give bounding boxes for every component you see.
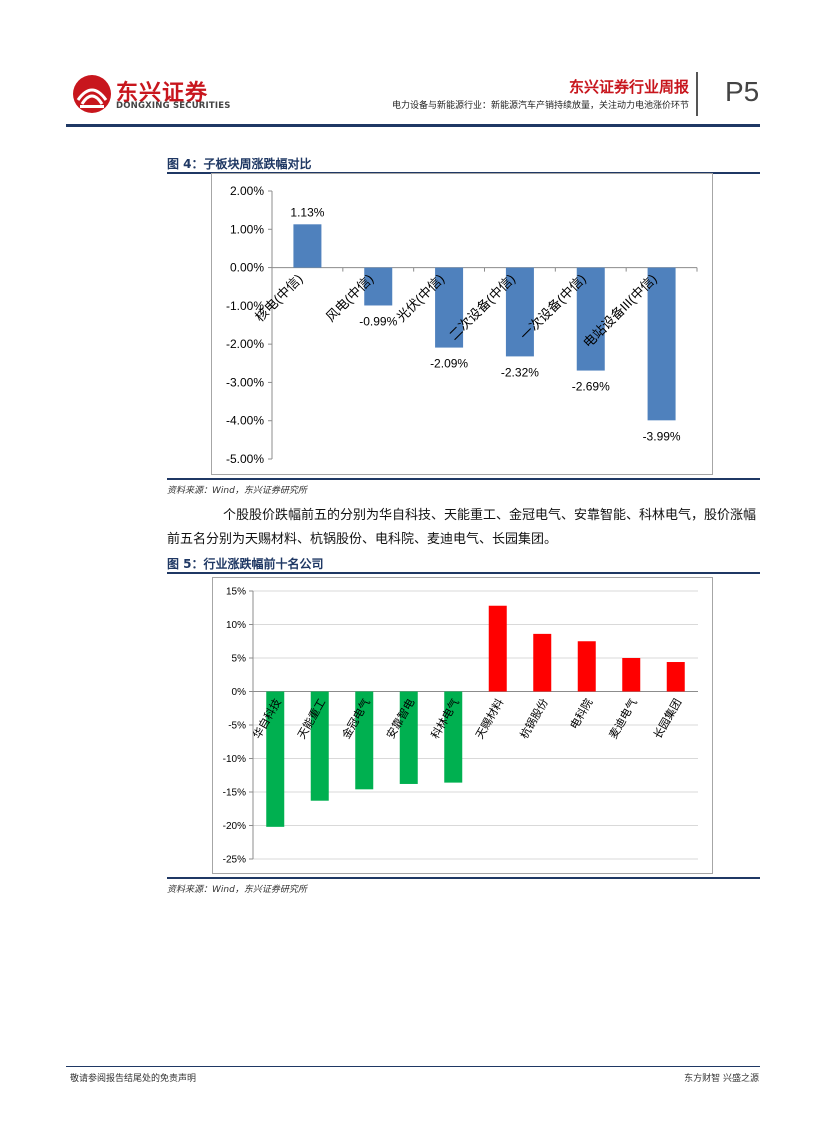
- data-label: -0.99%: [359, 314, 397, 328]
- bar: [505, 267, 534, 357]
- report-title: 东兴证券行业周报: [568, 78, 689, 96]
- y-tick-label: 2.00%: [230, 184, 264, 198]
- logo-text-en: DONGXING SECURITIES: [116, 101, 231, 111]
- bar: [364, 267, 393, 306]
- y-tick-label: 0%: [232, 687, 247, 698]
- data-label: -3.99%: [643, 429, 681, 443]
- logo-text-cn: 东兴证券: [116, 81, 209, 106]
- header-divider: [696, 72, 698, 116]
- figure-5-caption-rule: [167, 572, 760, 574]
- x-tick-label: 天赐材料: [472, 696, 506, 741]
- y-tick-label: 5%: [232, 654, 247, 665]
- figure-5-caption: 图 5：行业涨跌幅前十名公司: [167, 557, 324, 571]
- header-rule: [66, 124, 760, 127]
- y-tick-label: 10%: [226, 620, 246, 631]
- y-tick-label: -3.00%: [226, 375, 264, 389]
- bar: [399, 691, 418, 784]
- x-tick-label: 核电(中信): [252, 271, 306, 325]
- bar: [666, 662, 685, 692]
- footer-rule: [66, 1066, 760, 1067]
- x-tick-label: 电科院: [567, 696, 596, 732]
- y-tick-label: -1.00%: [226, 299, 264, 313]
- bar: [622, 658, 641, 692]
- company-logo-icon: [73, 75, 111, 113]
- y-tick-label: -2.00%: [226, 337, 264, 351]
- y-tick-label: 15%: [226, 587, 246, 598]
- figure-4-chart-frame: 2.00% 1.00% 0.00% -1.00% -2.00% -3.00% -4.00% -…: [211, 173, 713, 475]
- figure-5-chart-frame: 15% 10% 5% 0% -5% -10% -15% -20% -25% 华自科技 天能重工 金冠电…: [212, 577, 713, 874]
- data-label: -2.69%: [572, 380, 610, 394]
- report-subtitle: 电力设备与新能源行业：新能源汽车产销持续放量，关注动力电池涨价环节: [391, 101, 689, 111]
- x-tick-label: 杭锅股份: [517, 696, 551, 741]
- figure-4-chart: 2.00% 1.00% 0.00% -1.00% -2.00% -3.00% -4.00% -…: [226, 184, 698, 466]
- bar: [435, 267, 464, 348]
- figure-4-caption-rule: [167, 172, 760, 174]
- data-label: 1.13%: [290, 205, 324, 219]
- x-tick-label: 长园集团: [650, 696, 684, 741]
- y-tick-label: 1.00%: [230, 222, 264, 236]
- bar: [647, 267, 676, 421]
- footer-slogan: 东方财智 兴盛之源: [684, 1074, 759, 1084]
- y-tick-label: 0.00%: [230, 261, 264, 275]
- data-label: -2.32%: [501, 365, 539, 379]
- data-label: -2.09%: [430, 357, 468, 371]
- bar: [355, 691, 374, 790]
- bar: [488, 605, 507, 692]
- bar: [576, 267, 605, 371]
- y-tick-label: -15%: [223, 788, 246, 799]
- figure-4-bottom-rule: [167, 478, 760, 480]
- y-tick-label: -5%: [228, 721, 246, 732]
- y-tick-label: -20%: [223, 821, 246, 832]
- x-tick-label: 麦迪电气: [606, 696, 640, 741]
- body-paragraph: 个股股价跌幅前五的分别为华自科技、天能重工、金冠电气、安靠智能、科林电气，股价涨…: [167, 508, 757, 547]
- bar: [533, 633, 552, 692]
- y-tick-label: -4.00%: [226, 414, 264, 428]
- page-number: P5: [725, 76, 760, 107]
- bar: [577, 641, 596, 692]
- y-tick-label: -5.00%: [226, 452, 264, 466]
- figure-4-caption: 图 4：子板块周涨跌幅对比: [167, 157, 312, 171]
- footer-disclaimer: 敬请参阅报告结尾处的免责声明: [70, 1074, 197, 1084]
- y-tick-label: -10%: [223, 754, 246, 765]
- bar: [310, 691, 329, 801]
- figure-4-source: 资料来源：Wind，东兴证券研究所: [167, 486, 307, 496]
- figure-5-chart: 15%10%5%0%-5%-10%-15%-20%-25%华自科技 天能重工 金冠电…: [223, 587, 698, 866]
- y-tick-label: -25%: [223, 855, 246, 866]
- bar: [266, 691, 285, 827]
- figure-5-source: 资料来源：Wind，东兴证券研究所: [167, 885, 307, 895]
- figure-5-bottom-rule: [167, 877, 760, 879]
- bar: [293, 224, 322, 268]
- bar: [444, 691, 463, 783]
